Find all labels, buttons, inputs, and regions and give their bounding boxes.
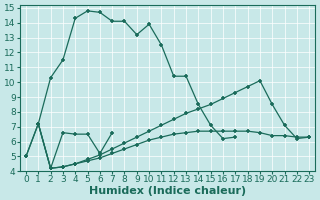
X-axis label: Humidex (Indice chaleur): Humidex (Indice chaleur) — [89, 186, 246, 196]
